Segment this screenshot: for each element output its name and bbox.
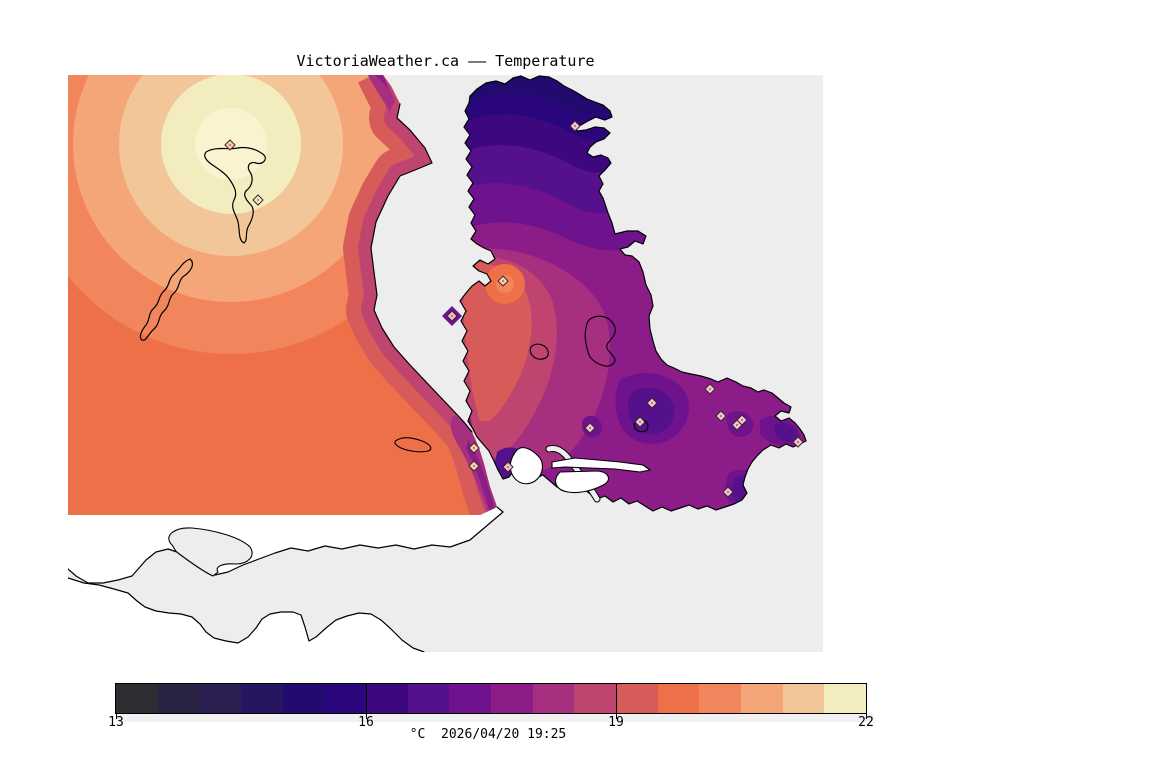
colorbar-cell <box>157 684 200 713</box>
station-marker <box>468 460 480 472</box>
colorbar-cell <box>199 684 242 713</box>
colorbar-tick-stub <box>866 714 867 719</box>
colorbar-tick-stub <box>116 714 117 719</box>
colorbar-cell <box>366 684 408 713</box>
colorbar-cell <box>824 684 867 713</box>
station-marker <box>792 436 804 448</box>
colorbar-cell <box>491 684 533 713</box>
colorbar-cell <box>116 684 158 713</box>
colorbar-shadow <box>116 714 874 722</box>
vancouver-island-land <box>68 507 503 583</box>
colorbar-tick-stub <box>616 714 617 719</box>
olympic-peninsula-land <box>68 578 424 652</box>
olympic-coastline <box>68 577 425 652</box>
lagoon-bay <box>168 527 253 577</box>
colorbar-cell <box>782 684 825 713</box>
colorbar-tick-label: 13 <box>108 715 124 730</box>
station-markers <box>224 120 804 498</box>
southwest-island <box>139 258 194 341</box>
colorbar-tick-line-19 <box>616 683 617 714</box>
map-canvas <box>68 75 823 652</box>
island-chain <box>204 146 266 244</box>
elk-lake <box>584 315 616 367</box>
esquimalt-islet-2 <box>555 470 610 494</box>
station-marker <box>584 422 596 434</box>
peninsula-coastline <box>459 75 807 512</box>
station-marker <box>224 139 236 151</box>
langford-lake <box>394 437 432 453</box>
station-marker <box>704 383 716 395</box>
station-marker <box>646 397 658 409</box>
colorbar-tick-label: 16 <box>358 715 374 730</box>
colorbar-cell <box>657 684 700 713</box>
station-marker <box>715 410 727 422</box>
colorbar-tick-stub <box>366 714 367 719</box>
page-title: VictoriaWeather.ca —— Temperature <box>296 52 595 70</box>
colorbar-tick-label: 22 <box>858 715 874 730</box>
harbour-spit <box>551 457 652 473</box>
colorbar <box>115 683 867 714</box>
colorbar-cell <box>449 684 492 713</box>
station-marker <box>634 416 646 428</box>
station-marker <box>442 306 462 326</box>
station-marker <box>468 442 480 454</box>
colorbar-cell <box>282 684 325 713</box>
station-marker <box>502 461 514 473</box>
inlet-west-coastline <box>370 103 473 433</box>
colorbar-cell <box>741 684 783 713</box>
vancouver-island-coastline <box>68 506 504 584</box>
colorbar-cell <box>574 684 617 713</box>
station-marker <box>736 414 748 426</box>
colorbar-caption: °C 2026/04/20 19:25 <box>409 727 567 742</box>
station-marker <box>569 120 581 132</box>
colorbar-cell <box>532 684 575 713</box>
colorbar-cell <box>699 684 742 713</box>
station-marker <box>497 275 509 287</box>
small-lake <box>529 343 549 360</box>
colorbar-tick-line-16 <box>366 683 367 714</box>
colorbar-cell <box>407 684 450 713</box>
colorbar-cell <box>324 684 367 713</box>
colorbar-cell <box>241 684 283 713</box>
colorbar-tick-label: 19 <box>608 715 624 730</box>
station-marker <box>722 486 734 498</box>
station-marker <box>252 194 264 206</box>
colorbar-cell <box>616 684 658 713</box>
